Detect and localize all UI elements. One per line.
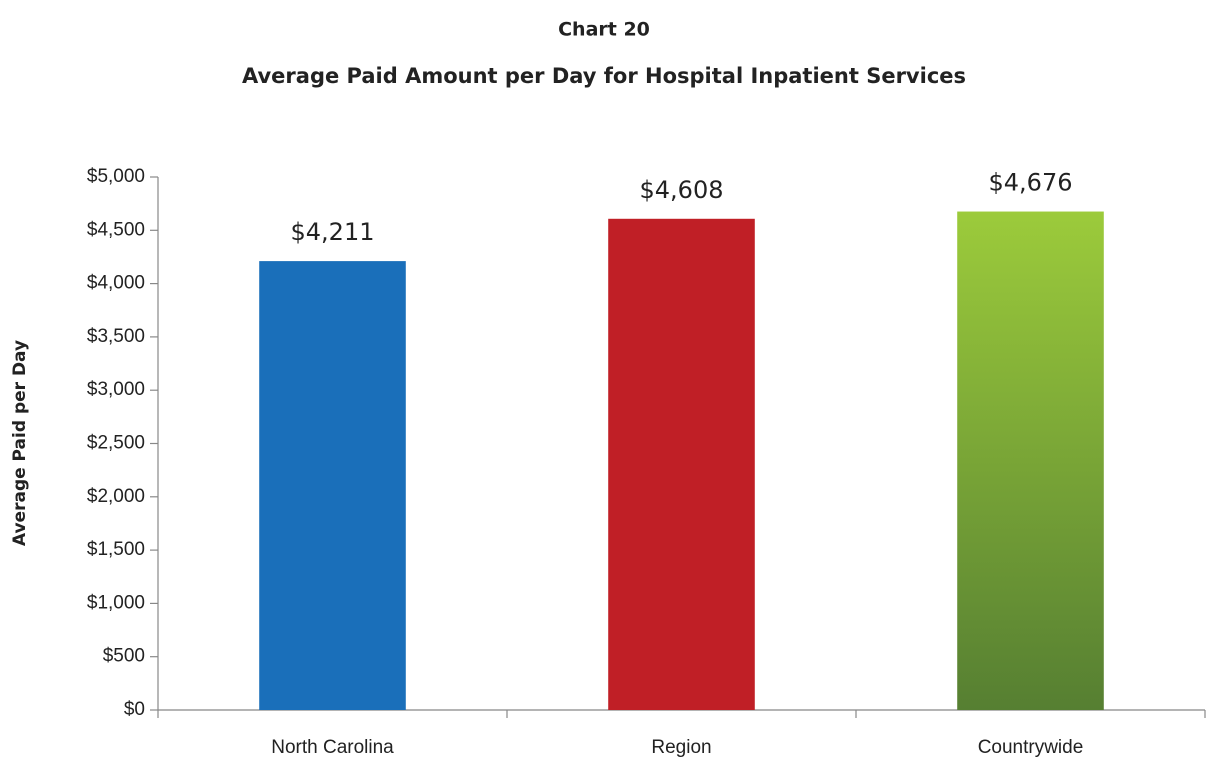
y-tick-label: $0 xyxy=(124,699,145,720)
y-tick-label: $1,500 xyxy=(87,539,145,560)
bar xyxy=(608,218,755,710)
y-tick-label: $4,500 xyxy=(87,219,145,240)
x-tick-label: Countrywide xyxy=(978,737,1084,758)
y-tick-label: $3,000 xyxy=(87,379,145,400)
y-tick-label: $2,500 xyxy=(87,433,145,454)
value-label: $4,211 xyxy=(291,218,375,246)
x-tick-label: Region xyxy=(651,737,711,758)
value-label: $4,608 xyxy=(640,176,724,204)
y-tick-label: $3,500 xyxy=(87,326,145,347)
y-tick-label: $1,000 xyxy=(87,592,145,613)
y-tick-label: $4,000 xyxy=(87,273,145,294)
y-tick-label: $5,000 xyxy=(87,166,145,187)
x-tick-label: North Carolina xyxy=(271,737,394,758)
bar xyxy=(957,211,1104,711)
y-tick-label: $2,000 xyxy=(87,486,145,507)
y-tick-label: $500 xyxy=(103,646,145,667)
value-label: $4,676 xyxy=(989,169,1073,197)
chart-title: Chart 20 xyxy=(558,19,650,41)
y-axis-label: Average Paid per Day xyxy=(10,340,30,546)
bar xyxy=(259,261,406,710)
chart-subtitle: Average Paid Amount per Day for Hospital… xyxy=(242,64,966,88)
